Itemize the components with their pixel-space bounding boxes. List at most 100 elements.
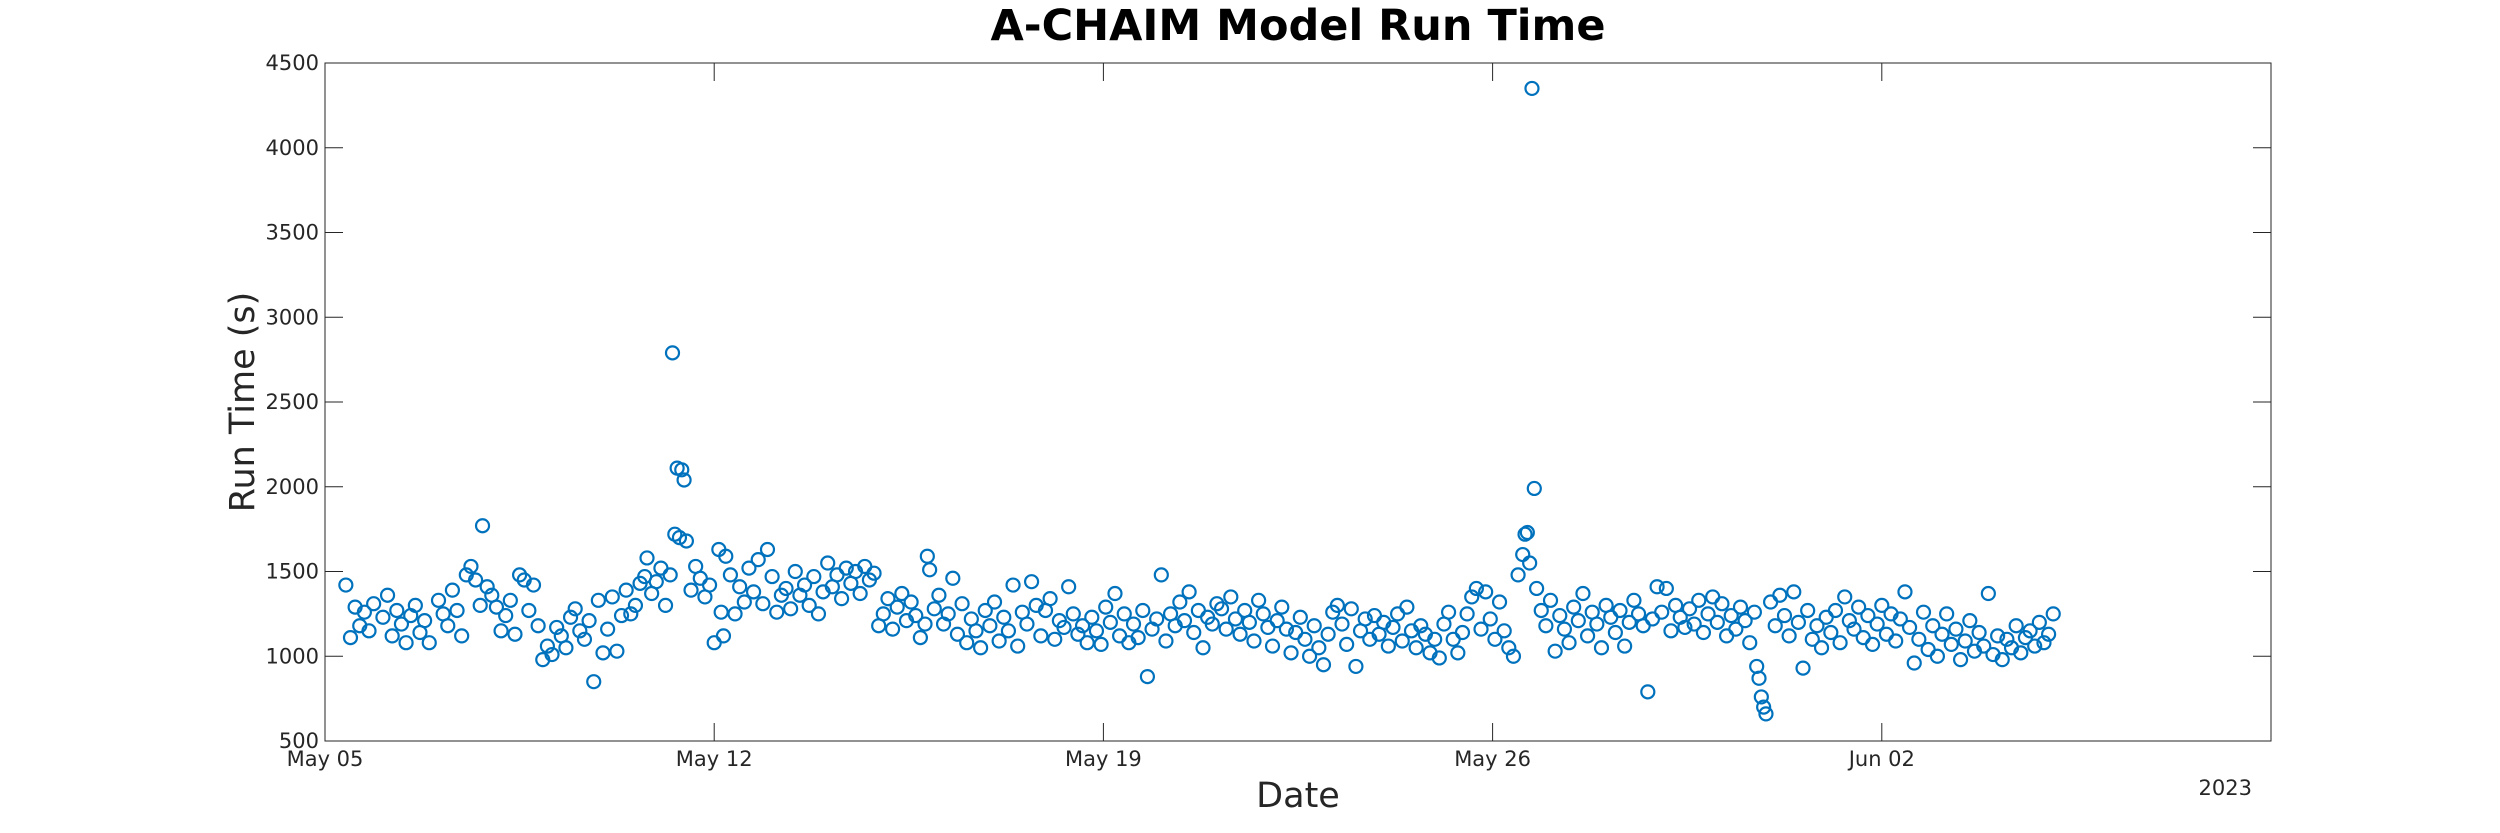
data-point — [1283, 645, 1299, 661]
data-point — [581, 613, 597, 629]
data-point — [903, 594, 919, 610]
data-point — [1278, 621, 1295, 637]
data-point — [1607, 624, 1623, 641]
data-point — [991, 633, 1007, 649]
data-point — [1394, 633, 1410, 649]
data-point — [692, 570, 708, 586]
data-point — [959, 635, 975, 651]
x-tick-label: Jun 02 — [1847, 747, 1915, 771]
data-point — [1781, 628, 1797, 644]
data-point — [1756, 699, 1772, 715]
data-point — [1491, 594, 1508, 610]
data-point — [884, 621, 901, 637]
data-point — [1892, 611, 1908, 627]
data-point — [1102, 614, 1118, 630]
data-point — [949, 626, 966, 642]
data-point — [1023, 574, 1040, 590]
data-point — [1749, 658, 1765, 675]
data-point — [604, 589, 620, 605]
data-point — [1186, 624, 1202, 641]
data-point — [1804, 631, 1820, 647]
data-point — [639, 550, 655, 566]
data-point — [1837, 589, 1853, 605]
data-point — [806, 568, 822, 585]
data-point — [1915, 604, 1932, 620]
data-point — [430, 592, 447, 608]
data-point — [1786, 584, 1802, 600]
data-point — [769, 604, 785, 620]
y-tick-label: 1000 — [266, 644, 319, 668]
data-point — [829, 567, 845, 583]
data-point — [736, 594, 752, 610]
data-point — [648, 574, 664, 590]
data-point — [1929, 648, 1946, 664]
data-point — [379, 587, 396, 603]
data-point — [1681, 601, 1698, 617]
data-point — [1427, 631, 1443, 647]
data-point — [398, 635, 414, 651]
data-point — [1519, 524, 1535, 541]
y-tick-label: 3000 — [266, 305, 319, 329]
data-point — [479, 579, 495, 595]
data-point — [801, 597, 817, 614]
data-point — [778, 580, 794, 597]
data-point — [467, 572, 484, 588]
data-point — [968, 623, 984, 639]
data-point — [1640, 684, 1656, 700]
data-point — [1855, 630, 1871, 646]
data-point — [502, 592, 518, 608]
data-point — [1380, 638, 1396, 654]
data-point — [567, 601, 583, 617]
data-point — [1767, 618, 1783, 634]
data-point — [1139, 668, 1156, 685]
data-point — [1538, 618, 1554, 634]
data-point — [1195, 640, 1211, 656]
data-point — [1153, 567, 1169, 583]
data-point — [1644, 611, 1661, 627]
y-tick-label: 1500 — [266, 560, 319, 584]
data-point — [894, 585, 910, 602]
data-point — [338, 577, 354, 593]
data-point — [1070, 626, 1086, 642]
data-point — [1823, 624, 1839, 641]
data-point — [1334, 616, 1350, 632]
data-point — [1056, 619, 1072, 636]
data-point — [1952, 652, 1969, 668]
data-point — [1874, 597, 1890, 614]
y-axis: 500 1000 1500 2000 2500 3000 3500 4000 4500 — [266, 51, 2271, 753]
data-point — [1385, 619, 1401, 636]
x-tick-label: May 19 — [1065, 747, 1142, 771]
data-point — [1339, 636, 1355, 652]
data-point — [1718, 628, 1735, 644]
data-point — [678, 533, 695, 549]
data-point — [1311, 640, 1327, 656]
data-point — [1065, 606, 1081, 622]
data-point — [421, 635, 437, 651]
data-point — [1227, 611, 1244, 627]
data-point — [449, 602, 465, 619]
data-point — [1621, 614, 1637, 630]
x-tick-label: May 26 — [1454, 747, 1531, 771]
data-point — [727, 606, 743, 622]
data-point — [1264, 638, 1281, 654]
data-point — [1482, 611, 1498, 627]
data-point — [1709, 614, 1725, 630]
data-point — [1445, 631, 1461, 647]
data-point — [1408, 640, 1424, 656]
data-points — [338, 80, 2061, 722]
data-point — [1223, 589, 1239, 605]
data-point — [2013, 645, 2029, 661]
data-point — [623, 606, 639, 622]
data-point — [1135, 602, 1151, 619]
data-point — [1790, 614, 1807, 630]
data-point — [1737, 613, 1753, 629]
data-point — [600, 621, 616, 637]
data-point — [1732, 599, 1749, 615]
data-point — [718, 548, 734, 564]
data-point — [1846, 621, 1862, 637]
x-tick-label: May 12 — [676, 747, 753, 771]
data-point — [417, 613, 433, 629]
data-point — [1084, 609, 1100, 625]
data-point — [1925, 618, 1941, 634]
data-point — [1176, 613, 1193, 629]
